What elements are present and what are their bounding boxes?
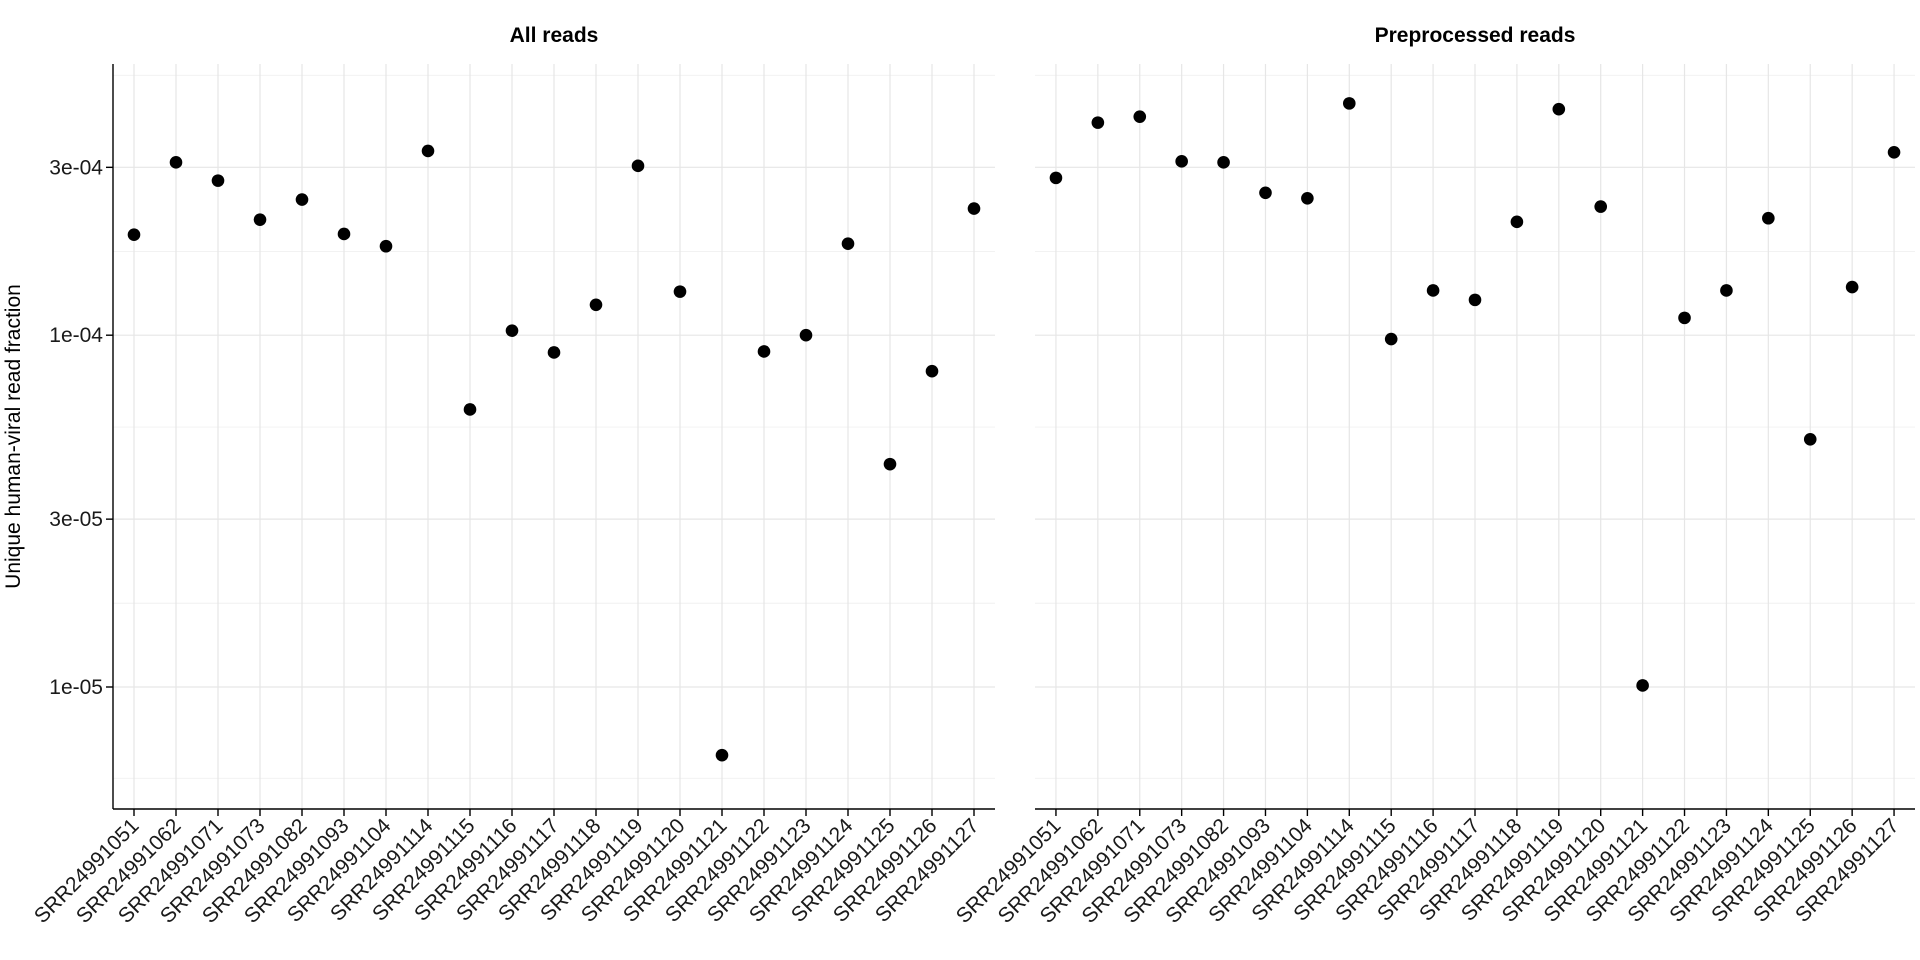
panel-title: All reads — [510, 24, 599, 47]
data-point — [211, 174, 225, 187]
data-point — [1887, 146, 1901, 159]
data-point — [421, 144, 435, 158]
data-point — [1217, 156, 1230, 169]
data-point — [379, 239, 393, 253]
y-tick-label: 3e-04 — [49, 156, 103, 179]
data-point — [547, 346, 561, 359]
data-point — [127, 228, 141, 242]
data-point — [1133, 110, 1147, 123]
data-point — [841, 237, 855, 250]
data-point — [253, 213, 267, 226]
data-point — [925, 364, 939, 378]
data-point — [1762, 211, 1775, 225]
data-point — [967, 202, 981, 215]
data-point — [631, 159, 645, 173]
data-point — [883, 457, 897, 471]
y-axis-title: Unique human-viral read fraction — [2, 284, 25, 589]
data-point — [1510, 215, 1524, 229]
data-point — [169, 156, 183, 169]
data-point — [1720, 284, 1733, 297]
data-point — [1468, 293, 1482, 307]
y-tick-label: 3e-05 — [49, 508, 103, 531]
data-point — [1175, 155, 1188, 168]
data-point — [1594, 200, 1608, 213]
data-point — [799, 328, 813, 342]
data-point — [1049, 171, 1063, 185]
data-point — [1259, 186, 1272, 200]
data-point — [715, 748, 729, 762]
data-point — [1845, 280, 1859, 294]
data-point — [295, 193, 309, 206]
data-point — [673, 285, 687, 298]
panel-title: Preprocessed reads — [1375, 24, 1576, 47]
data-point — [1552, 102, 1566, 116]
y-tick-label: 1e-04 — [49, 324, 103, 347]
data-point — [505, 324, 519, 337]
data-point — [337, 227, 351, 241]
data-point — [463, 403, 477, 416]
data-point — [1678, 311, 1691, 325]
data-point — [589, 298, 603, 312]
data-point — [1091, 116, 1105, 129]
data-point — [1384, 332, 1398, 346]
data-point — [1803, 432, 1817, 446]
data-point — [757, 345, 771, 358]
data-point — [1342, 97, 1356, 110]
data-point — [1301, 191, 1314, 205]
data-point — [1426, 284, 1440, 297]
y-tick-label: 1e-05 — [49, 676, 103, 699]
data-point — [1636, 679, 1649, 692]
